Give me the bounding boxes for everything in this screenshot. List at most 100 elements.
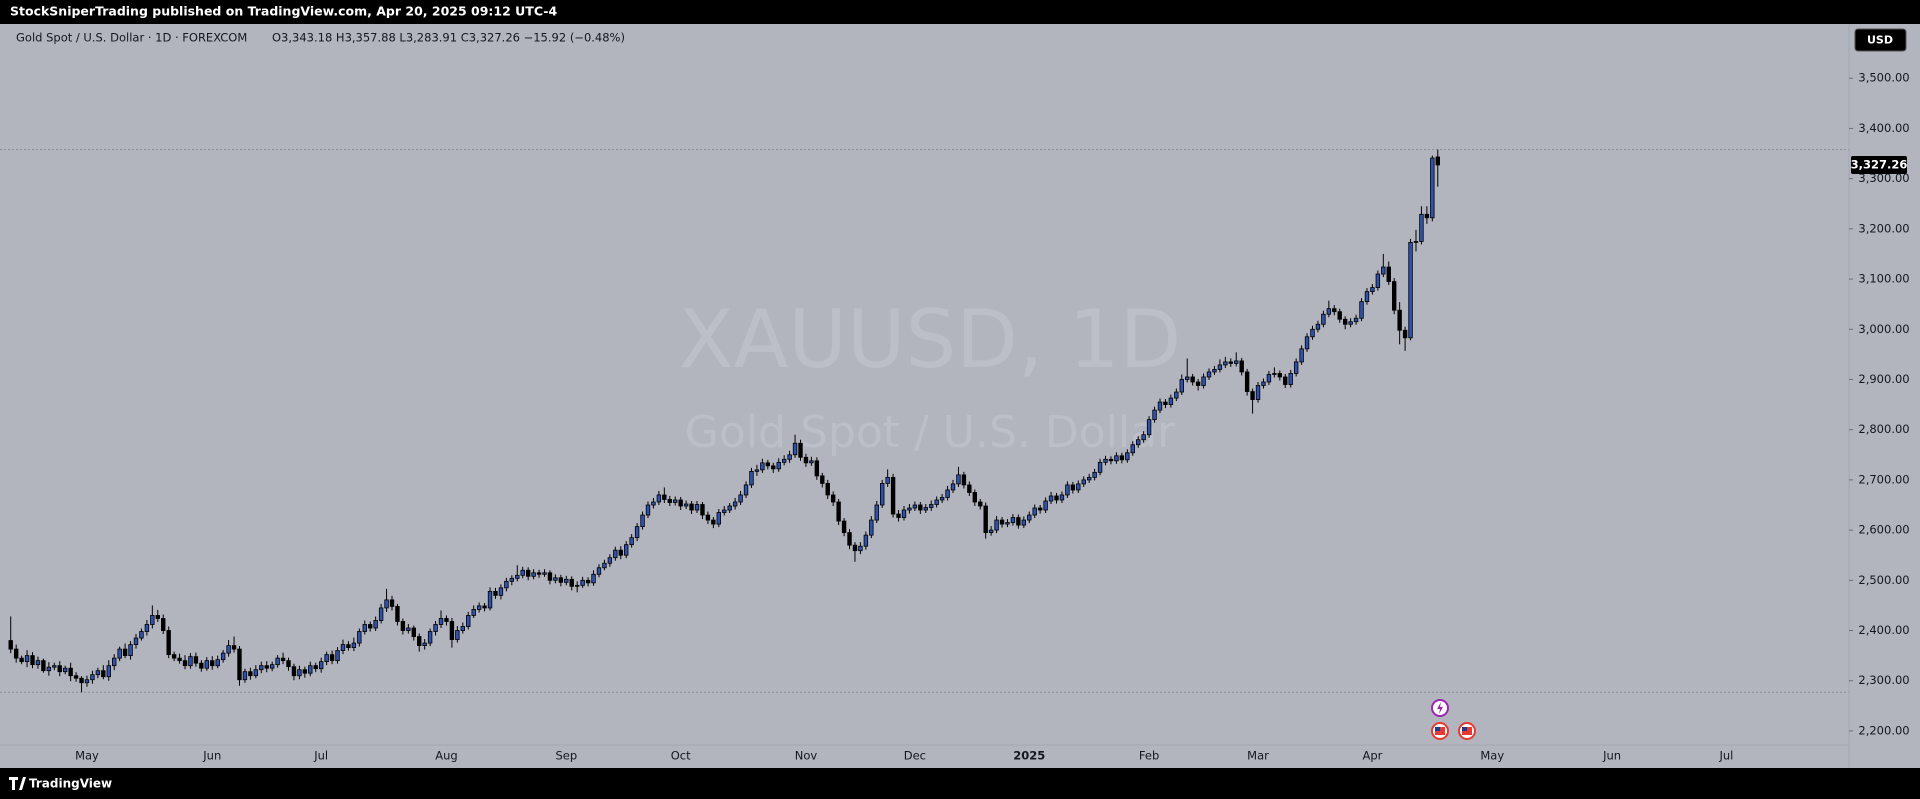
- candle-body: [171, 654, 177, 659]
- y-tick-label: 2,300.00: [1858, 673, 1909, 687]
- candle-body: [918, 504, 923, 511]
- candle-body: [858, 545, 863, 552]
- candle-body: [237, 648, 242, 681]
- candle-body: [547, 572, 553, 581]
- candle-body: [929, 504, 934, 508]
- candle-body: [417, 636, 422, 646]
- candle-body: [852, 544, 858, 552]
- currency-button-label[interactable]: USD: [1867, 34, 1893, 47]
- candle-body: [1337, 311, 1342, 320]
- candle-body: [259, 665, 264, 671]
- candle-body: [830, 494, 836, 503]
- candle-body: [90, 674, 95, 681]
- candle-body: [324, 654, 329, 663]
- y-tick-label: 2,900.00: [1858, 372, 1909, 386]
- candle-body: [869, 519, 874, 536]
- candle-body: [536, 572, 542, 575]
- candle-body: [226, 645, 231, 654]
- candle-body: [1168, 397, 1174, 405]
- candle-body: [939, 497, 945, 501]
- y-tick-label: 2,200.00: [1858, 723, 1909, 737]
- candle-body: [373, 620, 378, 629]
- candle-body: [1136, 439, 1141, 446]
- candle-body: [291, 666, 297, 677]
- candle-body: [57, 665, 62, 673]
- candle-body: [809, 460, 814, 464]
- candle-body: [449, 621, 455, 640]
- candle-body: [651, 501, 656, 506]
- candle-body: [79, 677, 84, 684]
- candle-body: [438, 618, 444, 625]
- candle-body: [504, 580, 509, 589]
- candle-body: [161, 618, 166, 631]
- candle-body: [934, 499, 939, 505]
- x-tick-label: Sep: [555, 749, 577, 763]
- y-tick-label: 2,800.00: [1858, 422, 1909, 436]
- y-tick-label: 2,700.00: [1858, 472, 1909, 486]
- candle-body: [286, 660, 291, 668]
- candle-body: [896, 513, 901, 518]
- candle-body: [155, 615, 160, 619]
- candle-body: [1261, 381, 1266, 386]
- candle-body: [199, 662, 204, 669]
- candle-body: [1010, 517, 1016, 523]
- candle-body: [798, 442, 803, 458]
- watermark-title: XAUUSD, 1D: [679, 293, 1181, 386]
- ohlc-info: O3,343.18 H3,357.88 L3,283.91 C3,327.26 …: [272, 31, 625, 45]
- candle-body: [1005, 522, 1010, 525]
- candle-body: [133, 637, 139, 645]
- candle-body: [253, 669, 259, 677]
- candle-body: [1391, 281, 1397, 311]
- candle-body: [482, 605, 487, 609]
- candle-body: [711, 519, 716, 525]
- candle-body: [694, 504, 700, 511]
- candle-body: [629, 537, 634, 546]
- candle-body: [722, 509, 727, 513]
- candle-body: [640, 514, 645, 527]
- y-tick-label: 2,400.00: [1858, 623, 1909, 637]
- candle-body: [727, 505, 732, 511]
- candle-body: [1119, 455, 1125, 461]
- candle-body: [1179, 379, 1184, 393]
- candle-body: [901, 509, 907, 518]
- candle-body: [1266, 374, 1272, 383]
- candle-body: [1081, 479, 1086, 485]
- y-tick-label: 2,500.00: [1858, 573, 1909, 587]
- candle-body: [269, 664, 275, 669]
- candle-body: [803, 456, 809, 464]
- candle-body: [112, 657, 117, 667]
- candle-body: [384, 599, 389, 609]
- currency-button[interactable]: [1854, 28, 1907, 52]
- candle-body: [820, 475, 825, 484]
- candle-body: [188, 656, 193, 667]
- candle-body: [1097, 461, 1103, 473]
- chart-background: [0, 24, 1920, 768]
- candle-body: [357, 631, 362, 644]
- candle-body: [1114, 455, 1119, 462]
- brand-name: TradingView: [29, 777, 112, 791]
- candle-body: [329, 654, 335, 662]
- candle-body: [30, 655, 35, 666]
- candle-body: [912, 504, 918, 509]
- candle-body: [406, 627, 411, 631]
- candle-body: [923, 507, 928, 511]
- candle-body: [994, 519, 999, 531]
- candle-body: [19, 657, 24, 663]
- candle-body: [564, 578, 569, 583]
- x-tick-label: Nov: [795, 749, 818, 763]
- candle-body: [967, 484, 972, 493]
- candle-body: [1364, 291, 1370, 303]
- symbol-info: Gold Spot / U.S. Dollar · 1D · FOREXCOM: [16, 31, 247, 45]
- candle-body: [215, 659, 220, 667]
- candle-body: [166, 630, 171, 656]
- candle-body: [1141, 434, 1146, 441]
- candle-body: [1195, 381, 1201, 386]
- candle-body: [1408, 242, 1413, 339]
- candle-body: [1059, 494, 1065, 501]
- event-icons: [1431, 699, 1476, 740]
- candle-body: [754, 469, 760, 472]
- candle-body: [1228, 361, 1233, 364]
- candle-body: [41, 660, 46, 672]
- x-tick-label: Jul: [313, 749, 328, 763]
